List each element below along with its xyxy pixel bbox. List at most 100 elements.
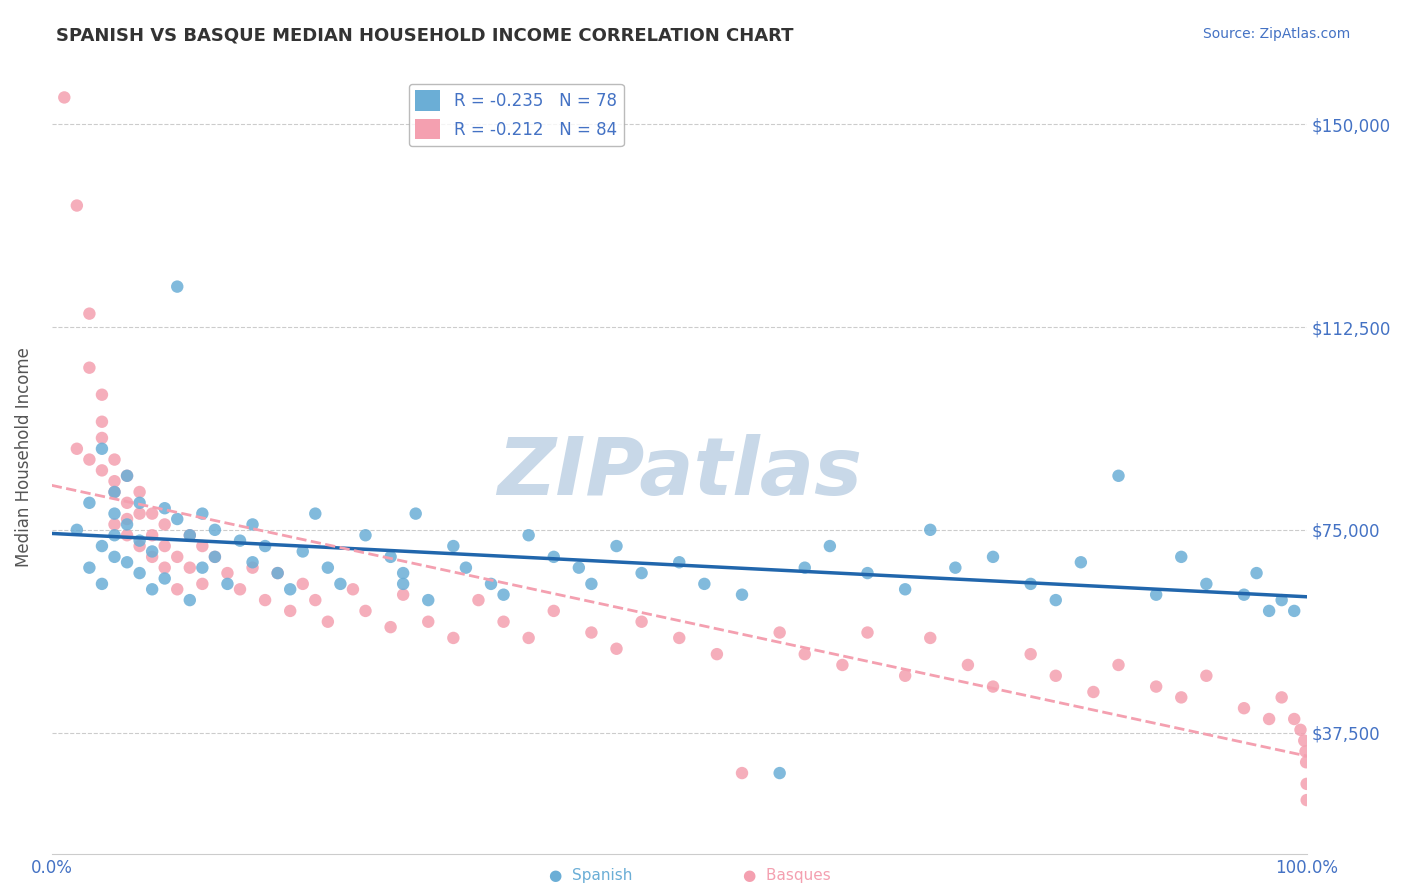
Point: [769, 766, 792, 780]
Text: Source: ZipAtlas.com: Source: ZipAtlas.com: [1202, 27, 1350, 41]
Point: [191, 577, 214, 591]
Point: [217, 566, 239, 580]
Point: [920, 523, 942, 537]
Point: [254, 539, 277, 553]
Point: [217, 577, 239, 591]
Point: [454, 560, 477, 574]
Point: [1019, 577, 1042, 591]
Point: [266, 566, 288, 580]
Point: [153, 539, 176, 553]
Point: [1295, 777, 1317, 791]
Point: [115, 496, 138, 510]
Point: [179, 528, 201, 542]
Point: [115, 468, 138, 483]
Point: [153, 501, 176, 516]
Point: [141, 544, 163, 558]
Text: ZIPatlas: ZIPatlas: [496, 434, 862, 512]
Point: [103, 474, 125, 488]
Point: [128, 539, 150, 553]
Text: ●  Spanish: ● Spanish: [548, 868, 633, 883]
Point: [392, 577, 415, 591]
Point: [1195, 577, 1218, 591]
Point: [956, 657, 979, 672]
Point: [79, 560, 101, 574]
Point: [731, 588, 754, 602]
Point: [191, 539, 214, 553]
Point: [392, 588, 415, 602]
Point: [1282, 604, 1305, 618]
Point: [291, 577, 314, 591]
Point: [266, 566, 288, 580]
Point: [793, 560, 815, 574]
Point: [706, 647, 728, 661]
Point: [316, 560, 339, 574]
Point: [943, 560, 966, 574]
Point: [79, 360, 101, 375]
Point: [141, 528, 163, 542]
Point: [605, 641, 627, 656]
Point: [380, 620, 402, 634]
Point: [128, 566, 150, 580]
Point: [492, 615, 515, 629]
Point: [1294, 733, 1316, 747]
Point: [166, 279, 188, 293]
Point: [1233, 701, 1256, 715]
Point: [128, 496, 150, 510]
Point: [53, 90, 76, 104]
Point: [79, 496, 101, 510]
Point: [492, 588, 515, 602]
Point: [1233, 588, 1256, 602]
Point: [128, 533, 150, 548]
Point: [91, 539, 114, 553]
Point: [103, 517, 125, 532]
Point: [630, 615, 652, 629]
Point: [1258, 712, 1281, 726]
Point: [1295, 756, 1317, 770]
Point: [278, 582, 301, 597]
Point: [1019, 647, 1042, 661]
Point: [304, 593, 326, 607]
Point: [1144, 588, 1167, 602]
Point: [668, 631, 690, 645]
Point: [204, 523, 226, 537]
Point: [769, 625, 792, 640]
Point: [115, 528, 138, 542]
Point: [115, 512, 138, 526]
Point: [856, 566, 879, 580]
Point: [242, 517, 264, 532]
Point: [1271, 593, 1294, 607]
Point: [103, 549, 125, 564]
Text: ●  Basques: ● Basques: [744, 868, 831, 883]
Point: [141, 549, 163, 564]
Point: [1045, 669, 1067, 683]
Point: [79, 307, 101, 321]
Point: [103, 507, 125, 521]
Point: [242, 560, 264, 574]
Point: [91, 431, 114, 445]
Point: [91, 442, 114, 456]
Point: [1170, 690, 1192, 705]
Point: [581, 577, 603, 591]
Point: [153, 572, 176, 586]
Point: [581, 625, 603, 640]
Point: [179, 593, 201, 607]
Point: [166, 512, 188, 526]
Point: [693, 577, 716, 591]
Point: [894, 582, 917, 597]
Point: [1045, 593, 1067, 607]
Point: [479, 577, 502, 591]
Point: [517, 631, 540, 645]
Point: [242, 555, 264, 569]
Point: [467, 593, 489, 607]
Point: [856, 625, 879, 640]
Point: [920, 631, 942, 645]
Point: [91, 463, 114, 477]
Point: [329, 577, 352, 591]
Point: [543, 604, 565, 618]
Point: [568, 560, 591, 574]
Point: [179, 560, 201, 574]
Point: [291, 544, 314, 558]
Point: [1258, 604, 1281, 618]
Point: [191, 507, 214, 521]
Point: [1271, 690, 1294, 705]
